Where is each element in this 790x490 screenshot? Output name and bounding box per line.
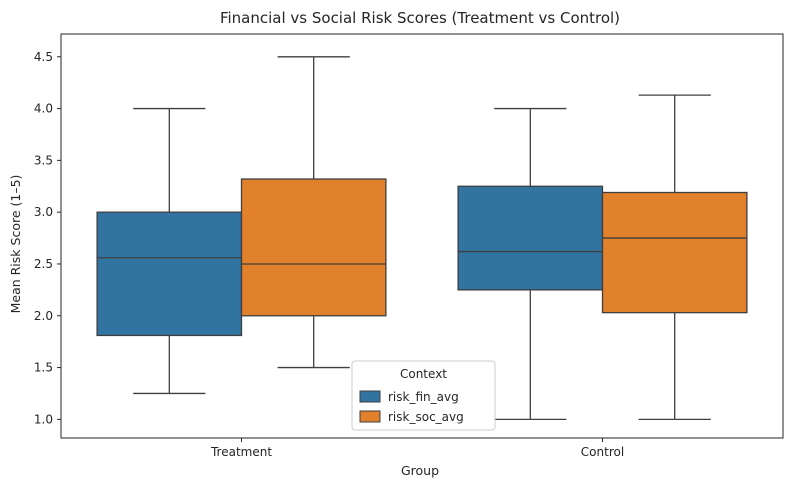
y-tick-label: 2.0 <box>34 309 53 323</box>
y-tick-label: 1.0 <box>34 412 53 426</box>
iqr-box <box>240 178 387 317</box>
y-axis-label: Mean Risk Score (1–5) <box>8 175 23 314</box>
plot-area <box>96 56 748 421</box>
legend-title: Context <box>400 367 447 381</box>
y-tick-label: 1.5 <box>34 361 53 375</box>
plot-frame <box>60 33 784 439</box>
iqr-box <box>457 185 604 291</box>
legend-label-risk_soc_avg: risk_soc_avg <box>388 410 464 424</box>
box-risk_fin_avg-control <box>457 107 604 421</box>
box-risk_soc_avg-treatment <box>240 56 387 369</box>
y-tick-label: 4.5 <box>34 50 53 64</box>
chart-title: Financial vs Social Risk Scores (Treatme… <box>220 9 620 27</box>
legend: Context risk_fin_avg risk_soc_avg <box>351 360 496 431</box>
legend-label-risk_fin_avg: risk_fin_avg <box>388 390 459 404</box>
y-tick-label: 3.0 <box>34 205 53 219</box>
legend-frame <box>351 360 496 431</box>
y-tick-label: 2.5 <box>34 257 53 271</box>
x-tick-label: Control <box>581 445 624 459</box>
x-tick-label: Treatment <box>210 445 272 459</box>
y-tick-label: 4.0 <box>34 102 53 116</box>
iqr-box <box>96 211 243 337</box>
iqr-box <box>601 191 748 314</box>
legend-swatch-risk_fin_avg <box>359 390 381 403</box>
box-risk_fin_avg-treatment <box>96 107 243 395</box>
box-risk_soc_avg-control <box>601 94 748 421</box>
legend-swatch-risk_soc_avg <box>359 410 381 423</box>
x-axis-label: Group <box>401 463 439 478</box>
axes: 1.0 1.5 2.0 2.5 3.0 3.5 4.0 4.5 Treatment Control <box>34 33 784 459</box>
y-tick-label: 3.5 <box>34 153 53 167</box>
